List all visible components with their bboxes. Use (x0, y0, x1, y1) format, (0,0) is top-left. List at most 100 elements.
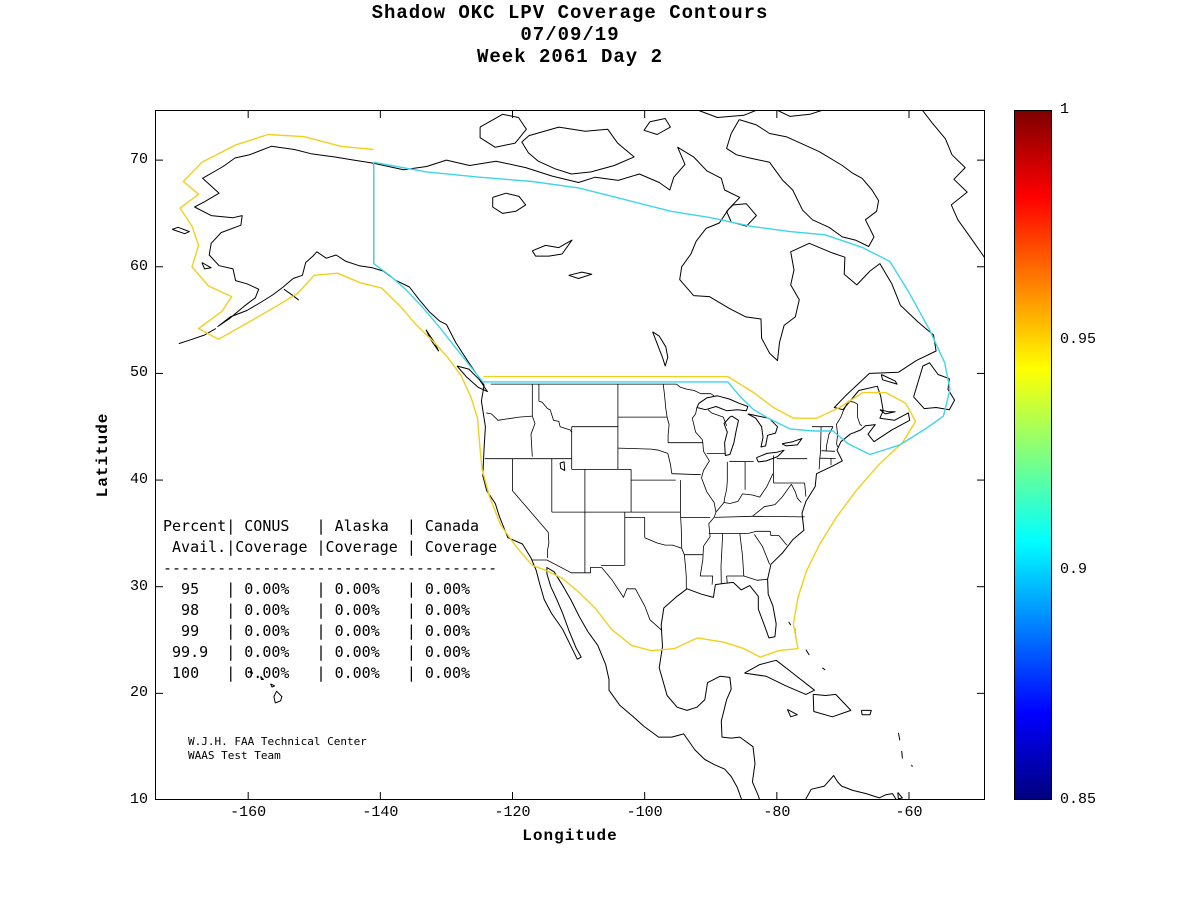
y-tick-label: 40 (129, 471, 148, 489)
x-tick-label: -160 (230, 804, 267, 821)
axis-box (155, 110, 985, 800)
state-border (791, 484, 802, 503)
state-border (530, 415, 536, 457)
colorbar (1014, 110, 1052, 800)
coverage-contour-0-90 (372, 161, 951, 456)
y-tick-label: 50 (129, 364, 148, 382)
state-border (700, 575, 714, 585)
lake-outline (747, 413, 778, 448)
coastline (521, 126, 635, 175)
x-axis-label: Longitude (522, 827, 618, 845)
state-border (671, 473, 701, 476)
coastline (880, 374, 898, 385)
credit-text: W.J.H. FAA Technical Center WAAS Test Te… (188, 735, 367, 762)
state-border (662, 384, 670, 443)
coastline (921, 110, 985, 259)
colorbar-tick-label: 1 (1060, 101, 1070, 118)
x-tick-label: -60 (895, 804, 923, 821)
coastline (913, 362, 956, 411)
title-line-1: Shadow OKC LPV Coverage Contours (371, 2, 769, 24)
x-tick-label: -120 (494, 804, 531, 821)
colorbar-tick-label: 0.85 (1060, 791, 1097, 808)
state-border (726, 575, 768, 581)
title-block: Shadow OKC LPV Coverage Contours 07/09/1… (155, 2, 985, 68)
coastline (726, 119, 880, 247)
lake-outline (755, 449, 785, 463)
state-border (818, 426, 822, 470)
lake-outline (492, 192, 527, 214)
coastline (456, 365, 488, 392)
state-border (723, 461, 728, 503)
coastline (697, 110, 758, 118)
coastline (726, 203, 757, 227)
lake-outline (696, 395, 749, 412)
x-tick-label: -140 (362, 804, 399, 821)
state-border (804, 482, 807, 497)
state-border (644, 537, 682, 549)
coastline (804, 775, 897, 800)
title-line-2: 07/09/19 (520, 24, 620, 46)
state-border (531, 559, 602, 574)
y-tick-label: 10 (129, 791, 148, 808)
coastline (283, 288, 299, 301)
state-border (821, 450, 836, 452)
y-tick-label: 30 (129, 577, 148, 595)
y-tick-label: 20 (129, 684, 148, 702)
coastline (786, 708, 798, 718)
state-border (707, 409, 727, 426)
coastline (879, 409, 896, 415)
lake-outline (652, 331, 669, 367)
coastline (249, 670, 254, 674)
state-border (676, 383, 715, 397)
state-border (617, 447, 668, 454)
coverage-table: Percent| CONUS | Alaska | Canada Avail.|… (163, 517, 498, 682)
colorbar-tick-label: 0.9 (1060, 561, 1088, 578)
coastline (273, 690, 283, 704)
state-border (486, 412, 533, 421)
colorbar-tick-label: 0.95 (1060, 331, 1097, 348)
coverage-contour-0-95 (179, 133, 917, 658)
state-border (752, 515, 805, 518)
state-border (512, 458, 550, 558)
state-border (691, 418, 717, 577)
lake-outline (568, 271, 593, 279)
state-border (667, 453, 673, 474)
coastline (194, 145, 447, 327)
lake-outline (781, 438, 803, 447)
lake-outline (531, 239, 573, 257)
coastline (270, 683, 276, 688)
coastline (911, 764, 913, 768)
lake-outline (559, 461, 566, 471)
coastline (643, 118, 671, 135)
state-border (720, 533, 724, 584)
coastline (897, 732, 901, 741)
coastline (201, 262, 212, 270)
coastline (172, 226, 190, 235)
coastline (260, 675, 264, 680)
x-tick-label: -80 (763, 804, 791, 821)
coastline (788, 621, 792, 626)
state-border (691, 407, 698, 419)
state-border (681, 548, 687, 589)
coastline (373, 146, 937, 800)
coastline (860, 709, 872, 716)
state-border (726, 575, 728, 584)
title-line-3: Week 2061 Day 2 (476, 46, 664, 68)
state-border (754, 534, 770, 565)
coastline (901, 750, 903, 759)
coastline (776, 110, 824, 117)
coastline (822, 667, 826, 671)
y-tick-label: 60 (129, 257, 148, 275)
coastline (805, 649, 810, 656)
coastline (479, 113, 527, 148)
state-border (715, 473, 774, 513)
state-border (752, 484, 792, 517)
x-tick-label: -100 (626, 804, 663, 821)
state-border (538, 384, 573, 433)
y-tick-label: 70 (129, 151, 148, 169)
lake-outline (723, 415, 739, 456)
coastline (897, 792, 903, 800)
coastline (178, 328, 217, 345)
